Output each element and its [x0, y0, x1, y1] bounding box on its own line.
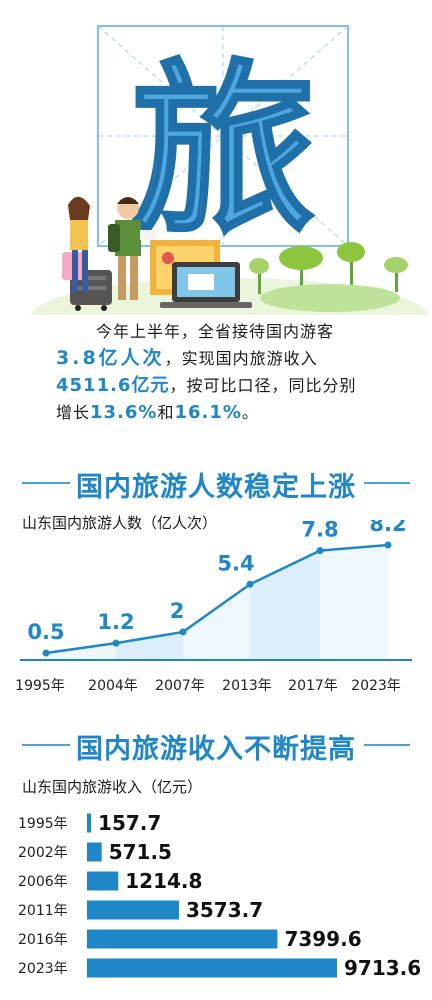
intro-line-4: 增长13.6%和16.1%。 [40, 399, 420, 426]
divider-right [364, 744, 410, 746]
revenue-bar [87, 900, 179, 920]
visitors-area-chart: 0.5 1.2 2 5.4 7.8 8.2 1995年 2004年 2007年 2013年 2017… [0, 520, 432, 705]
woman-traveler-icon [62, 196, 90, 292]
data-point [179, 628, 187, 636]
travel-illustration: 旅 [30, 25, 430, 358]
chart-title-revenue: 山东国内旅游收入（亿元） [22, 778, 203, 796]
x-tick-label: 2013年 [222, 678, 272, 694]
data-label: 8.2 [369, 520, 406, 536]
data-point [246, 580, 254, 588]
y-tick-label: 2002年 [18, 845, 68, 861]
data-label: 5.4 [217, 551, 254, 575]
area-segment [183, 584, 250, 660]
y-tick-label: 2006年 [18, 874, 68, 890]
data-label: 2 [170, 599, 185, 623]
revenue-bar-chart: 1995年 157.7 2002年 571.5 2006年 1214.8 2011年 3573… [0, 805, 432, 995]
intro-line-2: 3.8亿人次，实现国内旅游收入 [40, 345, 420, 372]
data-point [384, 541, 392, 549]
intro-text: ，实现国内旅游收入 [164, 349, 318, 368]
data-label: 3573.7 [186, 898, 263, 922]
x-tick-label: 2017年 [288, 678, 338, 694]
data-label: 1.2 [97, 610, 134, 634]
data-point [316, 547, 324, 555]
data-label: 157.7 [98, 811, 161, 835]
x-tick-label: 2023年 [351, 678, 401, 694]
data-point [42, 649, 50, 657]
visitors-chart-svg: 0.5 1.2 2 5.4 7.8 8.2 1995年 2004年 2007年 2013年 2017… [15, 520, 412, 694]
growth-visitors-value: 13.6% [90, 402, 158, 423]
area-segment [46, 643, 116, 660]
area-segment [116, 631, 183, 660]
revenue-bar [87, 958, 337, 978]
y-tick-label: 2011年 [18, 903, 68, 919]
data-label: 0.5 [27, 620, 64, 644]
x-tick-label: 2007年 [155, 678, 205, 694]
revenue-bar [87, 813, 92, 833]
data-label: 7.8 [301, 520, 338, 542]
area-segment [250, 550, 320, 660]
y-tick-label: 2016年 [18, 932, 68, 948]
visitors-line [45, 543, 389, 655]
intro-text: 和 [157, 403, 175, 422]
divider-left [22, 744, 70, 746]
divider-right [364, 482, 410, 484]
y-tick-label: 2023年 [18, 961, 68, 977]
section-heading: 国内旅游人数稳定上涨 [76, 472, 356, 503]
laptop-icon [160, 262, 252, 308]
divider-left [22, 482, 70, 484]
section-title-visitors: 国内旅游人数稳定上涨 [0, 465, 432, 503]
visitors-value: 3.8亿人次 [56, 347, 165, 369]
growth-revenue-value: 16.1% [174, 402, 242, 423]
intro-text: ，按可比口径，同比分别 [169, 376, 357, 395]
data-label: 7399.6 [284, 927, 361, 951]
revenue-value: 4511.6亿元 [56, 375, 170, 396]
revenue-bar [87, 842, 102, 862]
intro-text: 今年上半年，全省接待国内游客 [96, 322, 335, 341]
revenue-bar [87, 871, 119, 891]
data-point [112, 639, 120, 647]
tree-icons [249, 242, 408, 312]
intro-text: 增长 [56, 403, 91, 422]
hero-big-character: 旅 [131, 43, 316, 259]
man-traveler-icon [108, 197, 156, 300]
intro-paragraph: 今年上半年，全省接待国内游客 3.8亿人次，实现国内旅游收入 4511.6亿元，… [40, 318, 420, 426]
revenue-bar [87, 929, 278, 949]
y-tick-label: 1995年 [18, 816, 68, 832]
x-tick-label: 2004年 [88, 678, 138, 694]
revenue-chart-svg: 1995年 157.7 2002年 571.5 2006年 1214.8 2011年 3573… [18, 811, 421, 980]
area-segment [320, 545, 388, 660]
x-tick-label: 1995年 [15, 678, 65, 694]
section-title-revenue: 国内旅游收入不断提高 [0, 727, 432, 765]
data-label: 571.5 [109, 840, 172, 864]
section-heading: 国内旅游收入不断提高 [76, 734, 356, 765]
intro-line-3: 4511.6亿元，按可比口径，同比分别 [40, 372, 420, 399]
intro-line-1: 今年上半年，全省接待国内游客 [40, 318, 420, 345]
data-label: 9713.6 [344, 956, 421, 980]
hero-illustration: 旅 [0, 0, 432, 358]
data-label: 1214.8 [125, 869, 202, 893]
intro-text: 。 [241, 403, 259, 422]
chart-title-visitors: 山东国内旅游人数（亿人次） [22, 514, 218, 532]
